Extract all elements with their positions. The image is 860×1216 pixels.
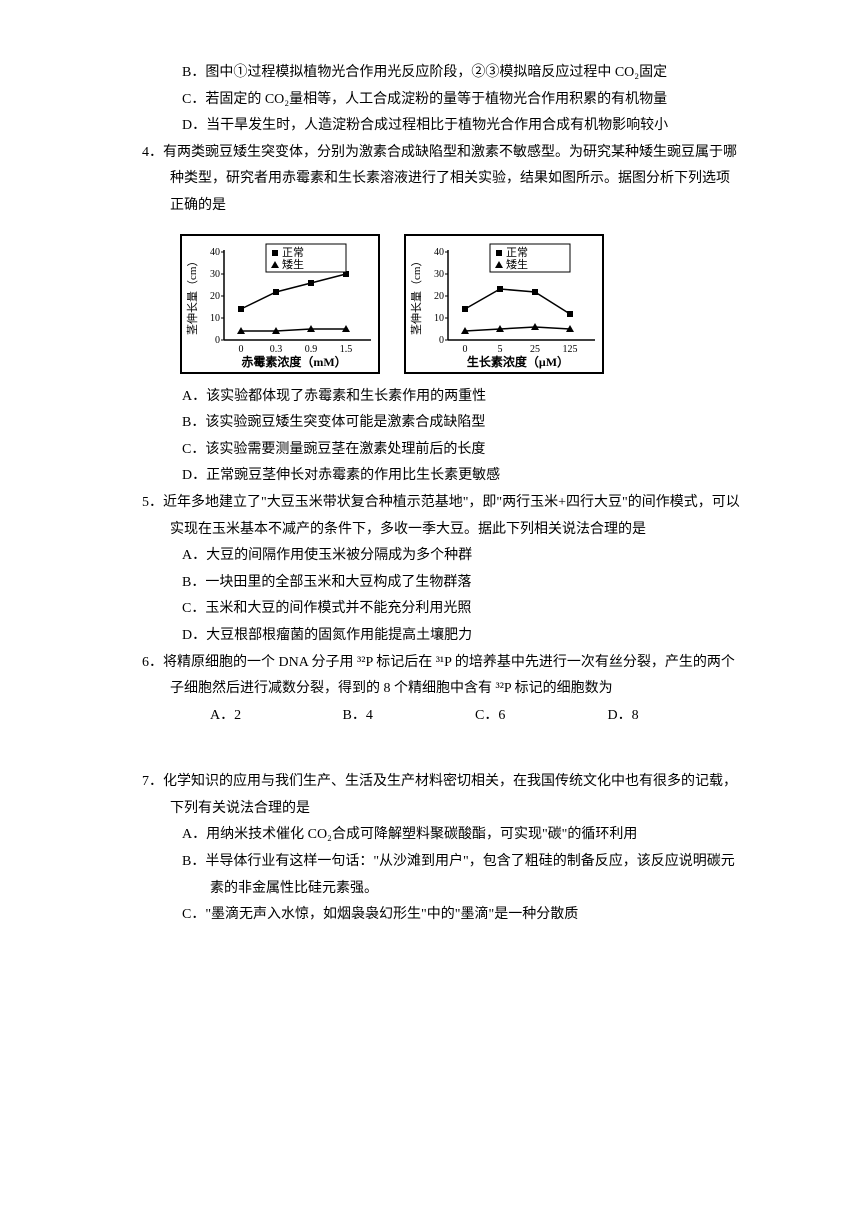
q4-option-d: D．正常豌豆茎伸长对赤霉素的作用比生长素更敏感 (120, 463, 740, 490)
q5-option-a: A．大豆的间隔作用使玉米被分隔成为多个种群 (120, 543, 740, 570)
svg-text:0.9: 0.9 (305, 344, 318, 355)
charts-container: 茎伸长量（cm） 0 10 20 30 40 0 0.3 0.9 1.5 (120, 234, 740, 374)
svg-text:10: 10 (210, 313, 220, 324)
svg-text:0.3: 0.3 (270, 344, 283, 355)
svg-text:正常: 正常 (282, 246, 304, 259)
svg-text:125: 125 (563, 344, 578, 355)
q7-stem: 7．化学知识的应用与我们生产、生活及生产材料密切相关，在我国传统文化中也有很多的… (120, 769, 740, 822)
svg-text:40: 40 (210, 247, 220, 258)
svg-text:0: 0 (439, 335, 444, 346)
q7-option-b: B．半导体行业有这样一句话："从沙滩到用户"，包含了粗硅的制备反应，该反应说明碳… (120, 849, 740, 902)
svg-text:30: 30 (210, 269, 220, 280)
chart2-xlabel: 生长素浓度（μM） (467, 354, 569, 369)
svg-text:0: 0 (239, 344, 244, 355)
q3-option-c: C．若固定的 CO₂量相等，人工合成淀粉的量等于植物光合作用积累的有机物量 (120, 87, 740, 114)
svg-text:矮生: 矮生 (506, 257, 528, 271)
chart1-ylabel: 茎伸长量（cm） (186, 255, 199, 334)
chart2-ylabel: 茎伸长量（cm） (410, 255, 423, 334)
chart1-svg: 茎伸长量（cm） 0 10 20 30 40 0 0.3 0.9 1.5 (186, 240, 378, 370)
q5-option-d: D．大豆根部根瘤菌的固氮作用能提高土壤肥力 (120, 623, 740, 650)
svg-text:40: 40 (434, 247, 444, 258)
svg-text:25: 25 (530, 344, 540, 355)
chart2-svg: 茎伸长量（cm） 0 10 20 30 40 0 5 25 125 (410, 240, 602, 370)
svg-text:10: 10 (434, 313, 444, 324)
q4-option-a: A．该实验都体现了赤霉素和生长素作用的两重性 (120, 384, 740, 411)
svg-text:1.5: 1.5 (340, 344, 353, 355)
svg-text:矮生: 矮生 (282, 257, 304, 271)
chart-auxin: 茎伸长量（cm） 0 10 20 30 40 0 5 25 125 (404, 234, 604, 374)
q5-option-c: C．玉米和大豆的间作模式并不能充分利用光照 (120, 596, 740, 623)
q6-option-d: D．8 (608, 703, 741, 730)
q5-stem: 5．近年多地建立了"大豆玉米带状复合种植示范基地"，即"两行玉米+四行大豆"的间… (120, 490, 740, 543)
svg-text:20: 20 (210, 291, 220, 302)
svg-text:20: 20 (434, 291, 444, 302)
svg-text:0: 0 (463, 344, 468, 355)
q6-options: A．2 B．4 C．6 D．8 (120, 703, 740, 730)
svg-text:5: 5 (498, 344, 503, 355)
q6-stem: 6．将精原细胞的一个 DNA 分子用 ³²P 标记后在 ³¹P 的培养基中先进行… (120, 650, 740, 703)
q4-stem: 4．有两类豌豆矮生突变体，分别为激素合成缺陷型和激素不敏感型。为研究某种矮生豌豆… (120, 140, 740, 220)
q3-option-d: D．当干旱发生时，人造淀粉合成过程相比于植物光合作用合成有机物影响较小 (120, 113, 740, 140)
q4-option-b: B．该实验豌豆矮生突变体可能是激素合成缺陷型 (120, 410, 740, 437)
q6-option-b: B．4 (343, 703, 476, 730)
q6-option-a: A．2 (210, 703, 343, 730)
q7-option-c: C．"墨滴无声入水惊，如烟袅袅幻形生"中的"墨滴"是一种分散质 (120, 902, 740, 929)
chart-gibberellin: 茎伸长量（cm） 0 10 20 30 40 0 0.3 0.9 1.5 (180, 234, 380, 374)
q5-option-b: B．一块田里的全部玉米和大豆构成了生物群落 (120, 570, 740, 597)
q3-option-b: B．图中①过程模拟植物光合作用光反应阶段，②③模拟暗反应过程中 CO₂固定 (120, 60, 740, 87)
q7-option-a: A．用纳米技术催化 CO₂合成可降解塑料聚碳酸酯，可实现"碳"的循环利用 (120, 822, 740, 849)
chart1-xlabel: 赤霉素浓度（mM） (241, 354, 346, 369)
q4-option-c: C．该实验需要测量豌豆茎在激素处理前后的长度 (120, 437, 740, 464)
svg-text:0: 0 (215, 335, 220, 346)
q6-option-c: C．6 (475, 703, 608, 730)
svg-text:30: 30 (434, 269, 444, 280)
svg-text:正常: 正常 (506, 246, 528, 259)
